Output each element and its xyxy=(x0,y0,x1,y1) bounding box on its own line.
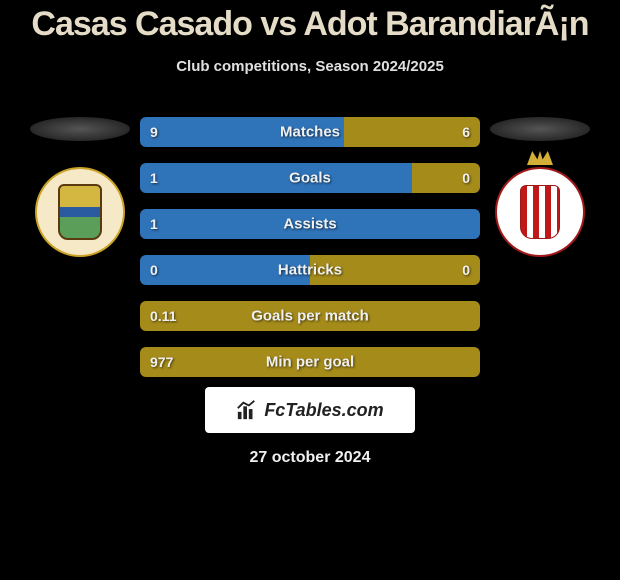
chart-icon xyxy=(236,399,258,421)
stat-row: Goals per match 0.11 xyxy=(140,301,480,331)
stat-bar-right xyxy=(344,117,480,147)
stat-label: Assists xyxy=(283,216,336,233)
stat-value-left: 0 xyxy=(150,262,158,278)
stat-value-left: 1 xyxy=(150,216,158,232)
stat-label: Min per goal xyxy=(266,354,354,371)
right-team-column xyxy=(490,117,590,257)
stat-value-left: 0.11 xyxy=(150,308,176,324)
footer-logo: FcTables.com xyxy=(205,387,415,433)
right-team-crest xyxy=(520,185,560,239)
stat-row: Goals 1 0 xyxy=(140,163,480,193)
stat-value-left: 1 xyxy=(150,170,158,186)
stat-label: Goals per match xyxy=(251,308,369,325)
stat-row: Min per goal 977 xyxy=(140,347,480,377)
stat-value-left: 9 xyxy=(150,124,158,140)
right-team-badge xyxy=(495,167,585,257)
left-team-badge xyxy=(35,167,125,257)
stat-value-right: 6 xyxy=(462,124,470,140)
stat-value-right: 0 xyxy=(462,262,470,278)
infographic-container: Casas Casado vs Adot BarandiarÃ¡n Club c… xyxy=(0,0,620,580)
right-shadow-ellipse xyxy=(490,117,590,141)
crown-icon xyxy=(527,151,553,165)
page-subtitle: Club competitions, Season 2024/2025 xyxy=(0,58,620,75)
stat-label: Hattricks xyxy=(278,262,342,279)
main-area: Matches96Goals10Assists1Hattricks00Goals… xyxy=(0,117,620,377)
stat-row: Hattricks 0 0 xyxy=(140,255,480,285)
stat-value-left: 977 xyxy=(150,354,173,370)
footer-date: 27 october 2024 xyxy=(0,449,620,467)
left-shadow-ellipse xyxy=(30,117,130,141)
stat-row: Matches 9 6 xyxy=(140,117,480,147)
stat-bar-left xyxy=(140,163,412,193)
footer-logo-text: FcTables.com xyxy=(264,400,383,421)
page-title: Casas Casado vs Adot BarandiarÃ¡n xyxy=(0,5,620,44)
stats-bars: Matches96Goals10Assists1Hattricks00Goals… xyxy=(140,117,480,377)
stat-label: Matches xyxy=(280,124,340,141)
stat-row: Assists 1 xyxy=(140,209,480,239)
stat-label: Goals xyxy=(289,170,331,187)
left-team-column xyxy=(30,117,130,257)
left-team-crest xyxy=(58,184,102,240)
stat-value-right: 0 xyxy=(462,170,470,186)
